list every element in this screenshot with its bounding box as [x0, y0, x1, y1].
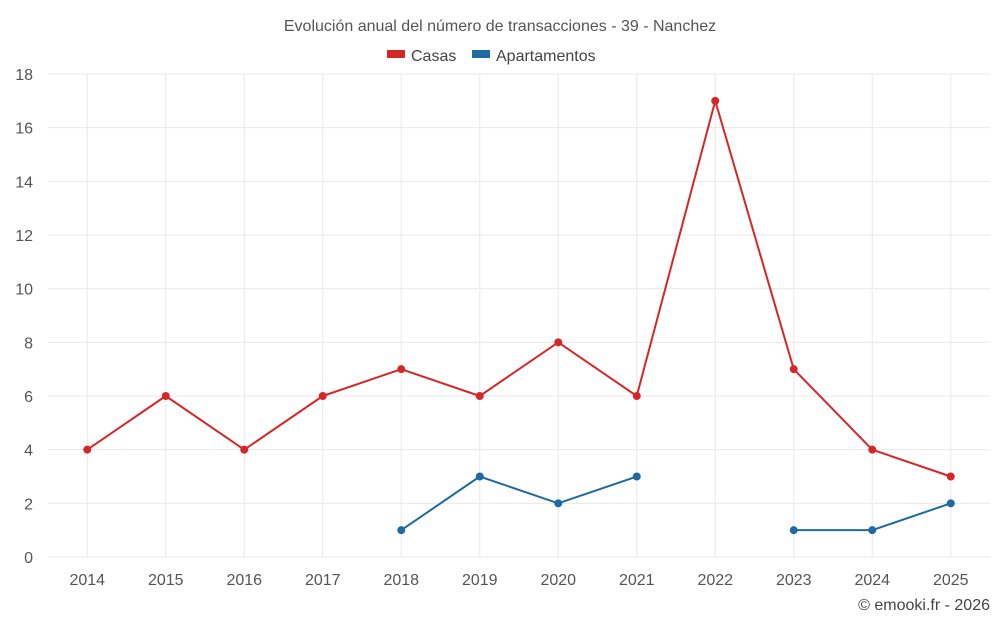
y-tick-label: 4 [24, 443, 33, 460]
x-tick-label: 2025 [933, 572, 969, 589]
x-tick-label: 2019 [462, 572, 498, 589]
series-apartamentos [397, 472, 955, 535]
x-tick-label: 2016 [226, 572, 262, 589]
y-tick-label: 12 [15, 228, 33, 245]
data-point-apartamentos[interactable] [789, 526, 798, 535]
data-point-casas[interactable] [83, 445, 92, 454]
data-point-casas[interactable] [711, 96, 720, 105]
data-point-apartamentos[interactable] [632, 472, 641, 481]
data-point-casas[interactable] [161, 392, 170, 400]
y-axis: 0 2 4 6 8 10 12 14 16 18 [15, 67, 33, 567]
x-tick-label: 2014 [69, 572, 105, 589]
y-tick-label: 18 [15, 67, 33, 84]
x-tick-label: 2015 [148, 572, 184, 589]
x-axis: 2014 2015 2016 2017 2018 2019 2020 2021 2022 2023… [69, 572, 968, 589]
legend: Casas Apartamentos [387, 48, 596, 65]
data-point-casas[interactable] [632, 392, 641, 400]
data-point-casas[interactable] [240, 445, 249, 454]
x-tick-label: 2021 [619, 572, 655, 589]
y-tick-label: 10 [15, 282, 33, 299]
x-tick-label: 2018 [383, 572, 419, 589]
y-tick-label: 16 [15, 121, 33, 138]
x-tick-label: 2023 [776, 572, 812, 589]
data-point-casas[interactable] [946, 472, 955, 481]
data-point-apartamentos[interactable] [554, 499, 563, 508]
x-tick-label: 2024 [854, 572, 890, 589]
grid [48, 73, 990, 558]
legend-label-casas[interactable]: Casas [411, 48, 456, 65]
data-point-casas[interactable] [868, 445, 877, 454]
x-tick-label: 2020 [540, 572, 576, 589]
series-line-apartamentos [400, 475, 638, 531]
data-point-casas[interactable] [318, 392, 327, 400]
legend-swatch-casas [387, 50, 405, 58]
data-point-apartamentos[interactable] [397, 526, 406, 535]
data-point-casas[interactable] [397, 365, 406, 374]
y-tick-label: 8 [24, 335, 33, 352]
x-tick-label: 2017 [305, 572, 341, 589]
data-point-casas[interactable] [475, 392, 484, 400]
series-line-casas [86, 99, 952, 478]
legend-swatch-apartamentos [472, 50, 490, 58]
legend-label-apartamentos[interactable]: Apartamentos [496, 48, 596, 65]
chart-title: Evolución anual del número de transaccio… [284, 18, 716, 35]
y-tick-label: 0 [24, 550, 33, 567]
credit-text: © emooki.fr - 2026 [858, 597, 990, 614]
y-tick-label: 14 [15, 174, 33, 191]
data-point-apartamentos[interactable] [946, 499, 955, 508]
series-layer [83, 96, 955, 535]
y-tick-label: 6 [24, 389, 33, 406]
data-point-apartamentos[interactable] [475, 472, 484, 481]
x-tick-label: 2022 [697, 572, 733, 589]
data-point-apartamentos[interactable] [868, 526, 877, 535]
series-casas [83, 96, 955, 481]
data-point-casas[interactable] [554, 338, 563, 347]
data-point-casas[interactable] [789, 365, 798, 374]
y-tick-label: 2 [24, 496, 33, 513]
